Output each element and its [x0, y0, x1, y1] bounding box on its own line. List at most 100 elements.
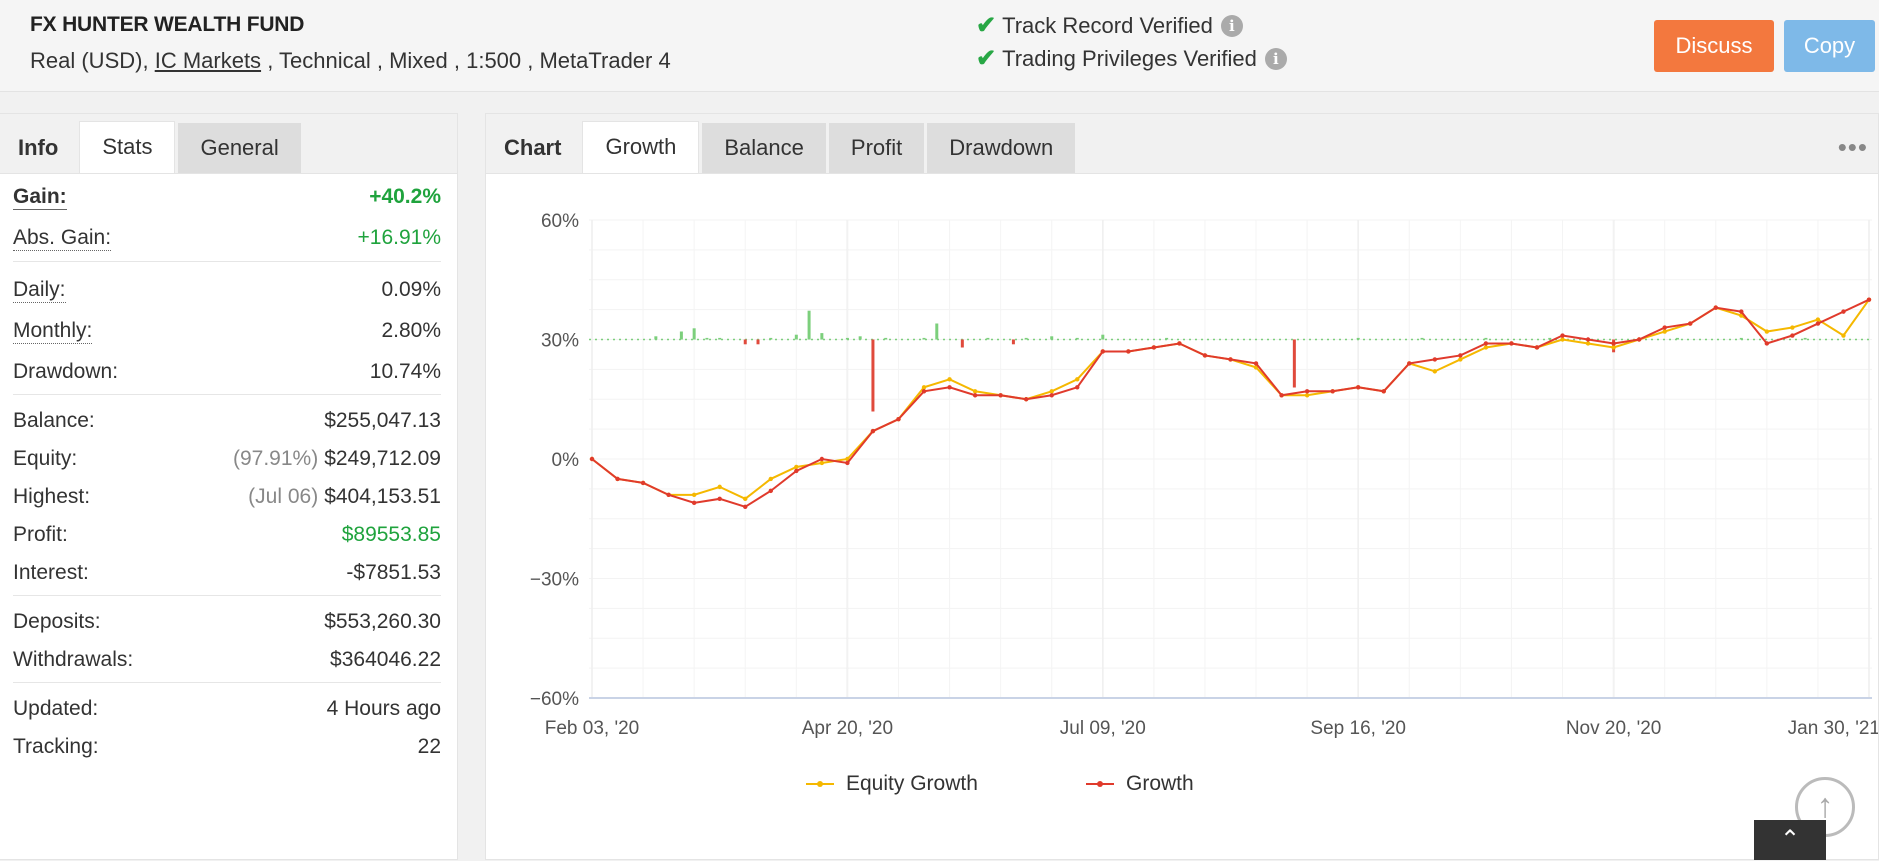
growth-line — [591, 298, 1870, 508]
growth-point — [640, 480, 646, 486]
info-icon[interactable]: i — [1264, 47, 1287, 70]
equity-row: Equity: (97.91%) $249,712.09 — [13, 447, 441, 471]
tab-chart[interactable]: Chart — [504, 135, 562, 160]
profit-bar — [1739, 337, 1743, 340]
profit-bar — [692, 328, 696, 340]
back-to-top-button[interactable]: ⌃ — [1754, 820, 1826, 860]
y-tick-label: −30% — [530, 570, 579, 591]
growth-point — [717, 496, 722, 502]
growth-point — [1509, 341, 1514, 346]
profit-bar — [935, 323, 939, 340]
x-tick-label: Apr 20, '20 — [802, 718, 893, 739]
profit-bar — [794, 334, 798, 340]
growth-point — [1611, 341, 1616, 346]
growth-point — [921, 389, 927, 394]
interest-row: Interest: -$7851.53 — [13, 561, 441, 585]
deposits-row: Deposits: $553,260.30 — [13, 610, 441, 634]
equity-growth-point — [1790, 325, 1795, 330]
growth-point — [1560, 333, 1565, 338]
equity-growth-point — [1611, 345, 1616, 350]
updated-label: Updated: — [13, 697, 99, 720]
profit-value: $89553.85 — [341, 523, 441, 546]
info-icon[interactable]: i — [1220, 14, 1243, 37]
copy-button[interactable]: Copy — [1784, 20, 1875, 72]
verified-label: Track Record Verified — [1002, 12, 1213, 38]
abs-gain-value: +16.91% — [357, 226, 442, 249]
growth-point — [1790, 333, 1795, 338]
gain-label[interactable]: Gain: — [13, 185, 67, 210]
stats-list: Gain: +40.2% Abs. Gain: +16.91% Daily: 0… — [0, 174, 457, 765]
equity-growth-point — [1560, 337, 1565, 342]
abs-gain-label[interactable]: Abs. Gain: — [13, 226, 112, 251]
withdrawals-value: $364046.22 — [330, 648, 441, 671]
profit-bar — [820, 333, 824, 340]
more-options-icon[interactable]: ••• — [1837, 132, 1868, 162]
tab-info[interactable]: Info — [18, 135, 59, 160]
equity-growth-point — [947, 377, 952, 382]
equity-growth-point — [1458, 357, 1463, 362]
profit-bar — [1075, 337, 1079, 340]
withdrawals-label: Withdrawals: — [13, 648, 134, 671]
growth-point — [794, 468, 799, 474]
equity-growth-point — [768, 476, 773, 482]
tracking-value: 22 — [417, 735, 441, 758]
tab-drawdown[interactable]: Drawdown — [927, 123, 1076, 173]
gain-row: Gain: +40.2% — [13, 185, 441, 210]
profit-bar — [654, 336, 658, 340]
growth-point — [1866, 297, 1872, 302]
discuss-button[interactable]: Discuss — [1654, 20, 1774, 72]
growth-point — [1202, 353, 1208, 358]
balance-label: Balance: — [13, 409, 95, 432]
updated-value: 4 Hours ago — [326, 697, 441, 720]
equity-growth-point — [819, 460, 825, 466]
profit-bar — [1292, 339, 1296, 388]
growth-point — [1151, 345, 1157, 350]
fund-name: FX HUNTER WEALTH FUND — [30, 13, 305, 36]
profit-bar — [871, 339, 875, 412]
growth-point — [1075, 385, 1080, 390]
growth-point — [1815, 321, 1821, 326]
broker-link[interactable]: IC Markets — [154, 48, 262, 73]
account-group: Balance: $255,047.13 Equity: (97.91%) $24… — [13, 395, 441, 596]
growth-point — [1662, 325, 1667, 330]
profit-bar — [1050, 336, 1054, 340]
growth-point — [1483, 341, 1489, 346]
equity-growth-point — [1304, 393, 1310, 398]
stats-tabs: Info Stats General — [0, 114, 457, 174]
trading-privileges-verified: ✔ Trading Privileges Verified i — [976, 44, 1287, 73]
tab-profit[interactable]: Profit — [828, 123, 925, 173]
deposits-value: $553,260.30 — [324, 610, 441, 633]
monthly-label[interactable]: Monthly: — [13, 319, 93, 344]
growth-point — [972, 393, 978, 398]
growth-point — [1049, 393, 1054, 398]
account-header: FX HUNTER WEALTH FUND Real (USD), IC Mar… — [0, 0, 1879, 92]
growth-point — [1381, 389, 1386, 394]
balance-row: Balance: $255,047.13 — [13, 409, 441, 433]
interest-label: Interest: — [13, 561, 89, 584]
tab-stats[interactable]: Stats — [79, 121, 176, 173]
profit-bar — [807, 310, 811, 340]
growth-point — [1304, 389, 1310, 394]
y-tick-label: 30% — [541, 331, 579, 352]
daily-value: 0.09% — [381, 278, 441, 301]
growth-point — [1100, 349, 1105, 354]
highest-date: (Jul 06) — [248, 485, 319, 508]
growth-point — [1585, 337, 1591, 342]
tab-general[interactable]: General — [178, 123, 301, 173]
drawdown-label: Drawdown: — [13, 360, 119, 383]
y-tick-label: 0% — [552, 450, 580, 471]
tab-balance[interactable]: Balance — [702, 123, 826, 173]
highest-row: Highest: (Jul 06) $404,153.51 — [13, 485, 441, 509]
profit-bar — [1803, 337, 1807, 340]
daily-label[interactable]: Daily: — [13, 278, 66, 303]
equity-value: $249,712.09 — [324, 447, 441, 470]
profit-bar — [1548, 337, 1552, 340]
profit-bar — [1165, 337, 1169, 340]
profit-bar — [1356, 337, 1360, 340]
legend-marker — [1097, 781, 1103, 787]
profit-bar — [858, 336, 862, 340]
y-tick-label: 60% — [541, 211, 579, 232]
tab-growth[interactable]: Growth — [582, 121, 700, 173]
growth-point — [615, 476, 620, 482]
tracking-label: Tracking: — [13, 735, 99, 758]
